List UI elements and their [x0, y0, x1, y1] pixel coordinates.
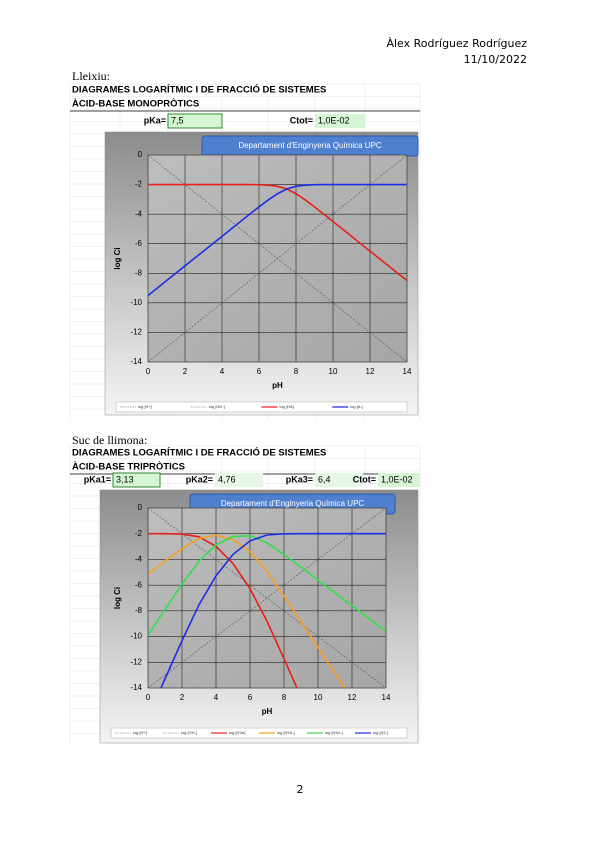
- param-label: pKa2=: [186, 474, 213, 484]
- author: Àlex Rodríguez Rodríguez: [386, 37, 527, 50]
- banner-text: Departament d'Enginyeria Química UPC: [221, 499, 365, 508]
- y-tick-label: 0: [138, 150, 143, 159]
- date: 11/10/2022: [464, 53, 527, 66]
- param-value: 1,0E-02: [318, 115, 350, 125]
- x-tick-label: 2: [183, 367, 188, 376]
- series-line: [148, 534, 386, 636]
- y-tick-label: -8: [135, 268, 143, 277]
- param-label: pKa1=: [84, 474, 111, 484]
- param-cell: [378, 473, 420, 487]
- y-tick-label: -6: [135, 239, 143, 248]
- sheet-title: DIAGRAMES LOGARÍTMIC I DE FRACCIÓ DE SIS…: [72, 84, 326, 96]
- y-axis-label: log Ci: [113, 247, 122, 269]
- y-tick-label: -4: [135, 209, 143, 218]
- param-cell: [215, 473, 263, 487]
- x-tick-label: 0: [146, 693, 151, 702]
- x-tick-label: 12: [366, 367, 375, 376]
- param-value: 4,76: [218, 474, 236, 484]
- param-label: pKa=: [144, 115, 166, 125]
- series-line: [160, 532, 386, 688]
- y-tick-label: -8: [135, 606, 143, 615]
- x-tick-label: 4: [220, 367, 225, 376]
- section-label: Lleixiu:: [72, 69, 110, 83]
- legend-label: log [OH-]: [181, 730, 197, 735]
- y-tick-label: -14: [130, 683, 142, 692]
- series-line: [148, 183, 407, 282]
- x-tick-label: 0: [146, 367, 151, 376]
- y-axis-label: log Ci: [113, 587, 122, 609]
- param-cell: [112, 472, 161, 488]
- x-tick-label: 12: [348, 693, 357, 702]
- section-label: Suc de llimona:: [72, 433, 147, 447]
- sheet-title: DIAGRAMES LOGARÍTMIC I DE FRACCIÓ DE SIS…: [72, 447, 326, 459]
- param-cell: [167, 113, 223, 129]
- y-tick-label: -2: [135, 529, 143, 538]
- x-tick-label: 14: [403, 367, 412, 376]
- plot-border: [147, 507, 387, 689]
- x-axis-label: pH: [262, 707, 273, 716]
- legend-label: log [HA2-]: [325, 730, 343, 735]
- series-group: [148, 155, 407, 362]
- legend-label: log [H+]: [138, 404, 152, 409]
- param-label: Ctot=: [353, 474, 376, 484]
- x-tick-label: 6: [248, 693, 253, 702]
- series-line: [148, 534, 346, 688]
- series-line: [148, 508, 386, 688]
- banner-text: Departament d'Enginyeria Química UPC: [238, 141, 382, 150]
- x-tick-label: 2: [180, 693, 185, 702]
- param-value: 3,13: [116, 474, 134, 484]
- y-tick-label: -4: [135, 555, 143, 564]
- sheet-subtitle: ÀCID-BASE MONOPRÒTICS: [72, 98, 199, 110]
- param-value: 1,0E-02: [381, 474, 413, 484]
- y-tick-label: 0: [138, 503, 143, 512]
- y-tick-label: -2: [135, 180, 143, 189]
- series-line: [148, 155, 407, 362]
- x-tick-label: 10: [314, 693, 323, 702]
- series-group: [148, 508, 386, 688]
- legend-label: log [HA]: [280, 404, 294, 409]
- param-value: 7,5: [171, 115, 184, 125]
- param-label: pKa3=: [286, 474, 313, 484]
- sheet-subtitle: ÀCID-BASE TRIPRÒTICS: [72, 461, 185, 473]
- x-tick-label: 14: [382, 693, 391, 702]
- series-line: [148, 183, 407, 297]
- y-tick-label: -12: [130, 328, 142, 337]
- legend-label: log [A3-]: [373, 730, 388, 735]
- param-cell: [315, 473, 363, 487]
- x-tick-label: 10: [329, 367, 338, 376]
- param-label: Ctot=: [290, 115, 313, 125]
- series-line: [148, 532, 298, 688]
- legend-label: log [H+]: [133, 730, 147, 735]
- y-tick-label: -12: [130, 657, 142, 666]
- legend-label: log [A-]: [350, 404, 363, 409]
- x-axis-label: pH: [272, 381, 283, 390]
- param-value: 6,4: [318, 474, 331, 484]
- legend-label: log [H2A-]: [277, 730, 295, 735]
- x-tick-label: 8: [282, 693, 287, 702]
- page-number: 2: [297, 783, 304, 796]
- y-tick-label: -10: [130, 632, 142, 641]
- x-tick-label: 8: [294, 367, 299, 376]
- x-tick-label: 6: [257, 367, 262, 376]
- param-cell: [315, 114, 365, 128]
- legend-label: log [OH-]: [209, 404, 225, 409]
- y-tick-label: -6: [135, 580, 143, 589]
- series-line: [148, 508, 386, 688]
- plot-border: [147, 154, 408, 363]
- y-tick-label: -14: [130, 357, 142, 366]
- y-tick-label: -10: [130, 298, 142, 307]
- x-tick-label: 4: [214, 693, 219, 702]
- legend-label: log [H3A]: [229, 730, 245, 735]
